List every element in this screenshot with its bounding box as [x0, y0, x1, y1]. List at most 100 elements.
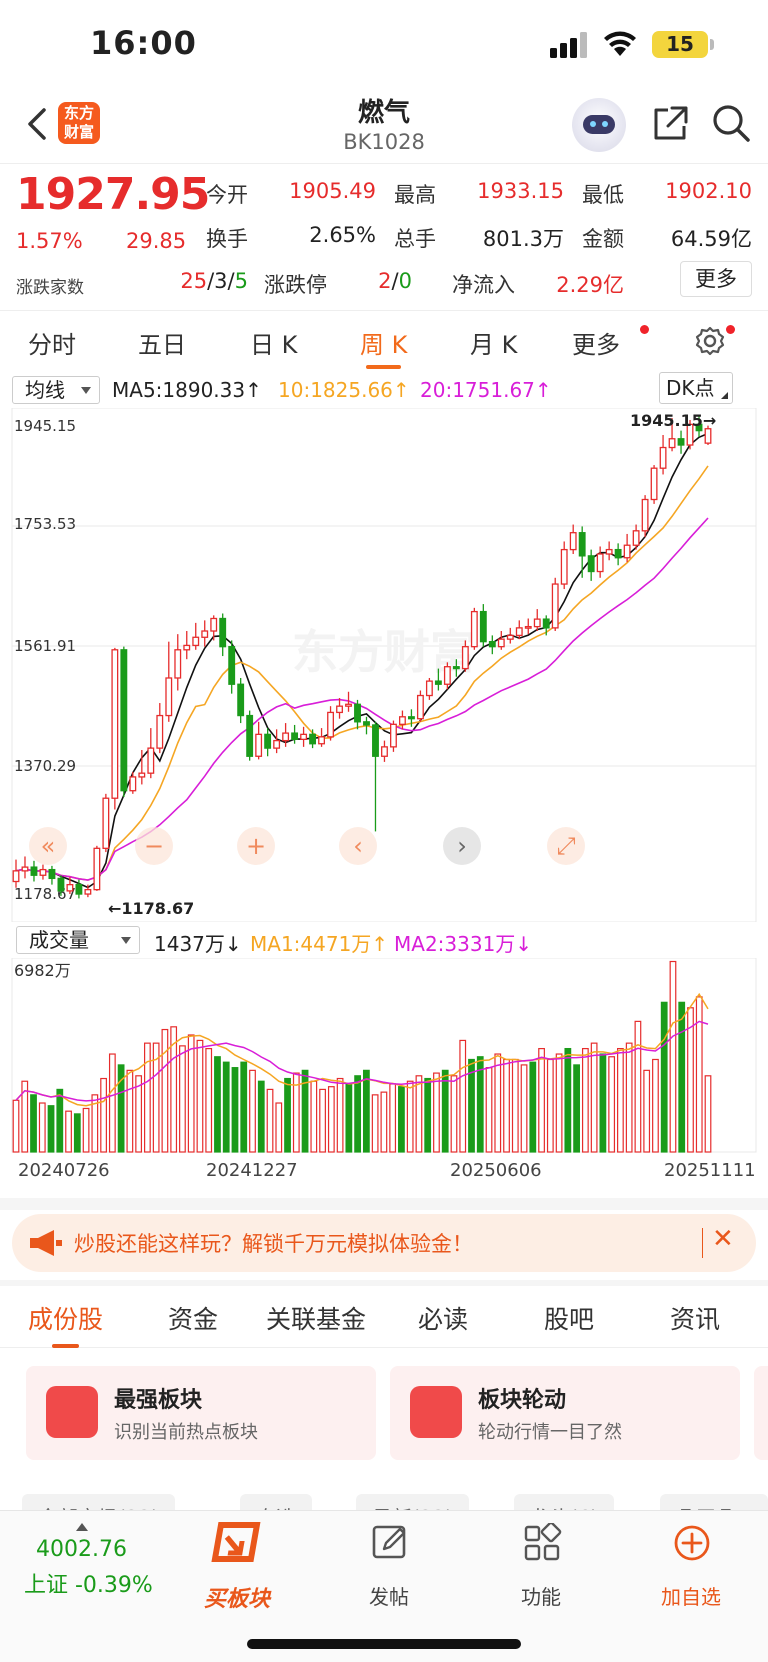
candle-up [650, 467, 658, 501]
candle-down [452, 666, 460, 670]
candle-up [399, 716, 406, 725]
fullscreen-icon[interactable]: ⤢ [547, 827, 585, 865]
header: 东方 财富 燃气 BK1028 [0, 90, 768, 164]
volume-bar [82, 1107, 90, 1153]
filter-limit-boards[interactable]: 几天几板 [660, 1494, 768, 1512]
compose-icon[interactable] [370, 1523, 410, 1563]
volume-bar [617, 1047, 624, 1153]
candle-down [246, 714, 254, 757]
tab-weekly-k[interactable]: 周 K [360, 325, 407, 369]
filter-chips: 全部市场(33) 自选 最新(33) 龙头(6) 几天几板 [0, 1488, 768, 1512]
volume-bar [371, 1094, 379, 1153]
zoom-in-icon[interactable]: + [237, 827, 275, 865]
ai-assistant-icon[interactable] [572, 98, 626, 152]
settings-dot [726, 325, 735, 334]
eastmoney-logo[interactable]: 东方 财富 [58, 102, 100, 144]
volume-bar [170, 1026, 178, 1153]
index-name[interactable]: 上证 -0.39% [24, 1573, 153, 1598]
gear-icon[interactable] [694, 325, 726, 357]
indicator-select[interactable]: 均线 [12, 376, 100, 404]
tab-constituents[interactable]: 成份股 [28, 1300, 103, 1348]
volume-bar [459, 1039, 467, 1153]
grid-icon[interactable] [522, 1523, 562, 1563]
volume-bar [441, 1069, 449, 1153]
tab-five-day[interactable]: 五日 [138, 331, 186, 359]
volume-bar [406, 1080, 414, 1153]
volume-bar [117, 1064, 125, 1153]
period-tabs: 分时 五日 日 K 周 K 月 K 更多 [0, 310, 768, 372]
nav-function[interactable]: 功能 [521, 1585, 561, 1609]
next-icon[interactable]: › [443, 827, 481, 865]
volume-bar [179, 1045, 186, 1153]
chevron-up-icon[interactable] [76, 1523, 88, 1531]
tab-related-funds[interactable]: 关联基金 [266, 1305, 367, 1334]
volume-bar [389, 1083, 397, 1153]
volume-bar [108, 1053, 116, 1153]
promo-text: 炒股还能这样玩？解锁千万元模拟体验金！ [74, 1232, 473, 1256]
high-marker: 1945.15→ [630, 411, 716, 430]
nav-add-watchlist[interactable]: 加自选 [661, 1585, 721, 1609]
turnover-label: 换手 [206, 227, 248, 251]
candle-up [416, 694, 424, 720]
volume-bar [257, 1080, 265, 1153]
add-circle-icon[interactable] [672, 1523, 712, 1563]
nav-post[interactable]: 发帖 [369, 1585, 409, 1609]
tab-monthly-k[interactable]: 月 K [470, 331, 518, 359]
volume-bar [275, 1102, 283, 1153]
tab-more-periods[interactable]: 更多 [572, 331, 620, 359]
volume-select[interactable]: 成交量 [16, 926, 140, 954]
card-title: 最强板块 [114, 1388, 203, 1413]
candle-up [156, 714, 164, 749]
nav-buy-block[interactable]: 买板块 [203, 1587, 270, 1612]
zoom-out-icon[interactable]: − [135, 827, 173, 865]
more-button[interactable]: 更多 [680, 261, 752, 297]
candle-down [309, 733, 317, 745]
filter-leaders[interactable]: 龙头(6) [514, 1494, 615, 1512]
card-strongest-sector[interactable]: 最强板块 识别当前热点板块 [26, 1366, 376, 1460]
card-sector-rotation[interactable]: 板块轮动 轮动行情一目了然 [390, 1366, 740, 1460]
tab-intraday[interactable]: 分时 [28, 331, 76, 359]
search-icon[interactable] [710, 102, 752, 144]
candle-up [560, 548, 568, 585]
candle-down [354, 703, 361, 723]
tab-daily-k[interactable]: 日 K [250, 331, 298, 359]
tab-forum[interactable]: 股吧 [544, 1305, 595, 1334]
filter-latest[interactable]: 最新(33) [356, 1494, 470, 1512]
candle-up [686, 423, 694, 446]
scroll-left-icon[interactable]: « [29, 827, 67, 865]
buy-block-icon[interactable] [200, 1519, 276, 1599]
volume-bar [424, 1077, 432, 1153]
candle-up [506, 634, 514, 640]
candle-down [30, 866, 38, 876]
index-value[interactable]: 4002.76 [36, 1537, 127, 1562]
filter-all-market[interactable]: 全部市场(33) [22, 1494, 176, 1512]
tab-funds-flow[interactable]: 资金 [168, 1305, 219, 1334]
svg-text:+: + [246, 832, 266, 860]
chart-frame [11, 408, 757, 922]
filter-watchlist[interactable]: 自选 [240, 1494, 312, 1512]
volume-bar [511, 1058, 519, 1153]
previous-icon[interactable]: ‹ [339, 827, 377, 865]
volume-bar [581, 1047, 589, 1153]
svg-text:›: › [457, 832, 467, 860]
candlestick-chart[interactable]: 东方财富 1945.151753.531561.911370.291178.67… [0, 408, 768, 922]
divider [0, 1280, 768, 1286]
candle-down [219, 617, 227, 648]
share-icon[interactable] [650, 104, 690, 144]
volume-indicator-bar: 成交量 1437万↓ MA1:4471万↑ MA2:3331万↓ [0, 922, 768, 958]
volume-bar [47, 1105, 55, 1153]
tab-must-read[interactable]: 必读 [418, 1305, 469, 1334]
promo-banner[interactable]: 炒股还能这样玩？解锁千万元模拟体验金！ ✕ [12, 1214, 756, 1272]
amount-label: 金额 [582, 227, 624, 251]
volume-bar [643, 1069, 651, 1153]
close-icon[interactable]: ✕ [712, 1224, 734, 1254]
candle-up [129, 776, 137, 792]
candle-down [228, 646, 236, 685]
back-icon[interactable] [22, 104, 52, 144]
tab-news[interactable]: 资讯 [670, 1305, 721, 1334]
breadth-counts: 25/3/5 [180, 269, 248, 293]
volume-bar [319, 1088, 326, 1153]
volume-chart[interactable]: 6982万 [0, 958, 768, 1154]
dk-point-button[interactable]: DK点 [659, 372, 733, 404]
volume-bar [222, 1061, 230, 1153]
